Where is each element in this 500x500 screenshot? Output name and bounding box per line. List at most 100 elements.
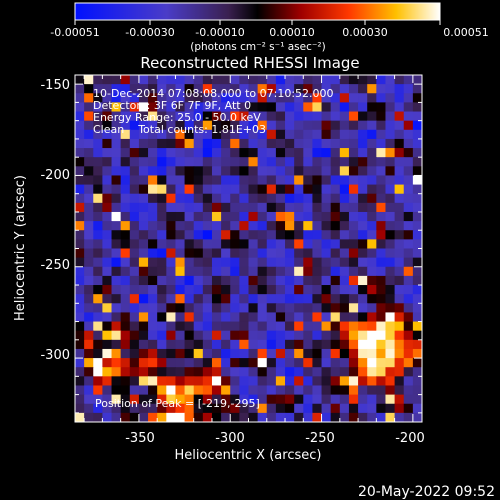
heatmap-cell	[339, 257, 350, 268]
heatmap-cell	[221, 120, 231, 131]
heatmap-cell	[348, 348, 359, 359]
heatmap-cell	[412, 358, 422, 368]
heatmap-cell	[257, 394, 268, 405]
heatmap-cell	[321, 339, 332, 350]
heatmap-cell	[166, 376, 177, 387]
heatmap-cell	[93, 394, 103, 405]
heatmap-cell	[275, 376, 286, 387]
heatmap-cell	[358, 385, 368, 396]
heatmap-cell	[239, 111, 250, 122]
heatmap-cell	[148, 166, 158, 177]
heatmap-cell	[138, 403, 149, 414]
heatmap-cell	[221, 148, 231, 158]
heatmap-cell	[376, 248, 387, 259]
heatmap-cell	[321, 358, 332, 368]
heatmap-cell	[266, 239, 277, 250]
heatmap-cell	[412, 285, 422, 295]
heatmap-cell	[275, 403, 286, 414]
heatmap-cell	[248, 294, 259, 304]
heatmap-cell	[193, 257, 204, 268]
heatmap-cell	[321, 239, 332, 250]
heatmap-cell	[385, 148, 396, 158]
heatmap-cell	[385, 285, 396, 295]
heatmap-cell	[221, 385, 231, 396]
heatmap-cell	[84, 75, 94, 85]
heatmap-cell	[230, 111, 240, 122]
heatmap-cell	[412, 394, 422, 405]
heatmap-cell	[303, 266, 314, 277]
heatmap-cell	[266, 367, 277, 377]
heatmap-cell	[266, 394, 277, 405]
heatmap-cell	[394, 157, 405, 167]
heatmap-cell	[339, 294, 350, 304]
heatmap-cell	[394, 385, 405, 396]
heatmap-cell	[75, 348, 85, 359]
heatmap-cell	[138, 385, 149, 396]
heatmap-cell	[248, 193, 259, 204]
heatmap-cell	[166, 148, 177, 158]
heatmap-cell	[367, 211, 377, 222]
heatmap-cell	[367, 285, 377, 295]
heatmap-cell	[275, 184, 286, 195]
heatmap-cell	[294, 193, 304, 204]
heatmap-cell	[376, 321, 387, 332]
heatmap-cell	[275, 157, 286, 167]
heatmap-cell	[339, 412, 350, 422]
heatmap-cell	[403, 184, 414, 195]
colorbar-tick-2: -0.00010	[195, 26, 244, 39]
heatmap-cell	[367, 348, 377, 359]
heatmap-cell	[202, 84, 213, 94]
heatmap-cell	[230, 367, 240, 377]
heatmap-cell	[84, 321, 94, 332]
heatmap-cell	[102, 202, 113, 213]
heatmap-cell	[330, 193, 341, 204]
heatmap-cell	[211, 294, 222, 304]
heatmap-cell	[394, 339, 405, 350]
heatmap-cell	[376, 275, 387, 286]
heatmap-cell	[84, 230, 94, 240]
heatmap-cell	[412, 339, 422, 350]
heatmap-cell	[157, 129, 167, 140]
heatmap-cell	[75, 148, 85, 158]
heatmap-cell	[230, 348, 240, 359]
heatmap-cell	[93, 166, 103, 177]
heatmap-cell	[129, 175, 140, 186]
heatmap-cell	[111, 138, 122, 149]
heatmap-cell	[193, 248, 204, 259]
heatmap-cell	[138, 138, 149, 149]
heatmap-cell	[84, 339, 94, 350]
heatmap-cell	[166, 75, 177, 85]
heatmap-cell	[339, 184, 350, 195]
heatmap-cell	[157, 348, 167, 359]
heatmap-cell	[75, 394, 85, 405]
heatmap-cell	[412, 175, 422, 186]
heatmap-cell	[75, 376, 85, 387]
heatmap-cell	[148, 102, 158, 113]
heatmap-cell	[102, 321, 113, 332]
heatmap-cell	[239, 184, 250, 195]
heatmap-cell	[348, 148, 359, 158]
heatmap-cell	[148, 111, 158, 122]
heatmap-cell	[321, 312, 332, 323]
heatmap-cell	[211, 157, 222, 167]
heatmap-cell	[75, 166, 85, 177]
heatmap-cell	[330, 175, 341, 186]
heatmap-cell	[294, 138, 304, 149]
heatmap-cell	[93, 230, 103, 240]
heatmap-cell	[230, 102, 240, 113]
heatmap-cell	[403, 202, 414, 213]
heatmap-cell	[230, 339, 240, 350]
heatmap-cell	[248, 211, 259, 222]
heatmap-cell	[248, 111, 259, 122]
heatmap-cell	[403, 239, 414, 250]
heatmap-cell	[285, 138, 295, 149]
heatmap-cell	[285, 175, 295, 186]
heatmap-cell	[312, 230, 323, 240]
heatmap-cell	[321, 230, 332, 240]
heatmap-cell	[303, 175, 314, 186]
heatmap-cell	[339, 376, 350, 387]
heatmap-cell	[84, 184, 94, 195]
heatmap-cell	[166, 358, 177, 368]
heatmap-cell	[93, 321, 103, 332]
heatmap-cell	[84, 403, 94, 414]
